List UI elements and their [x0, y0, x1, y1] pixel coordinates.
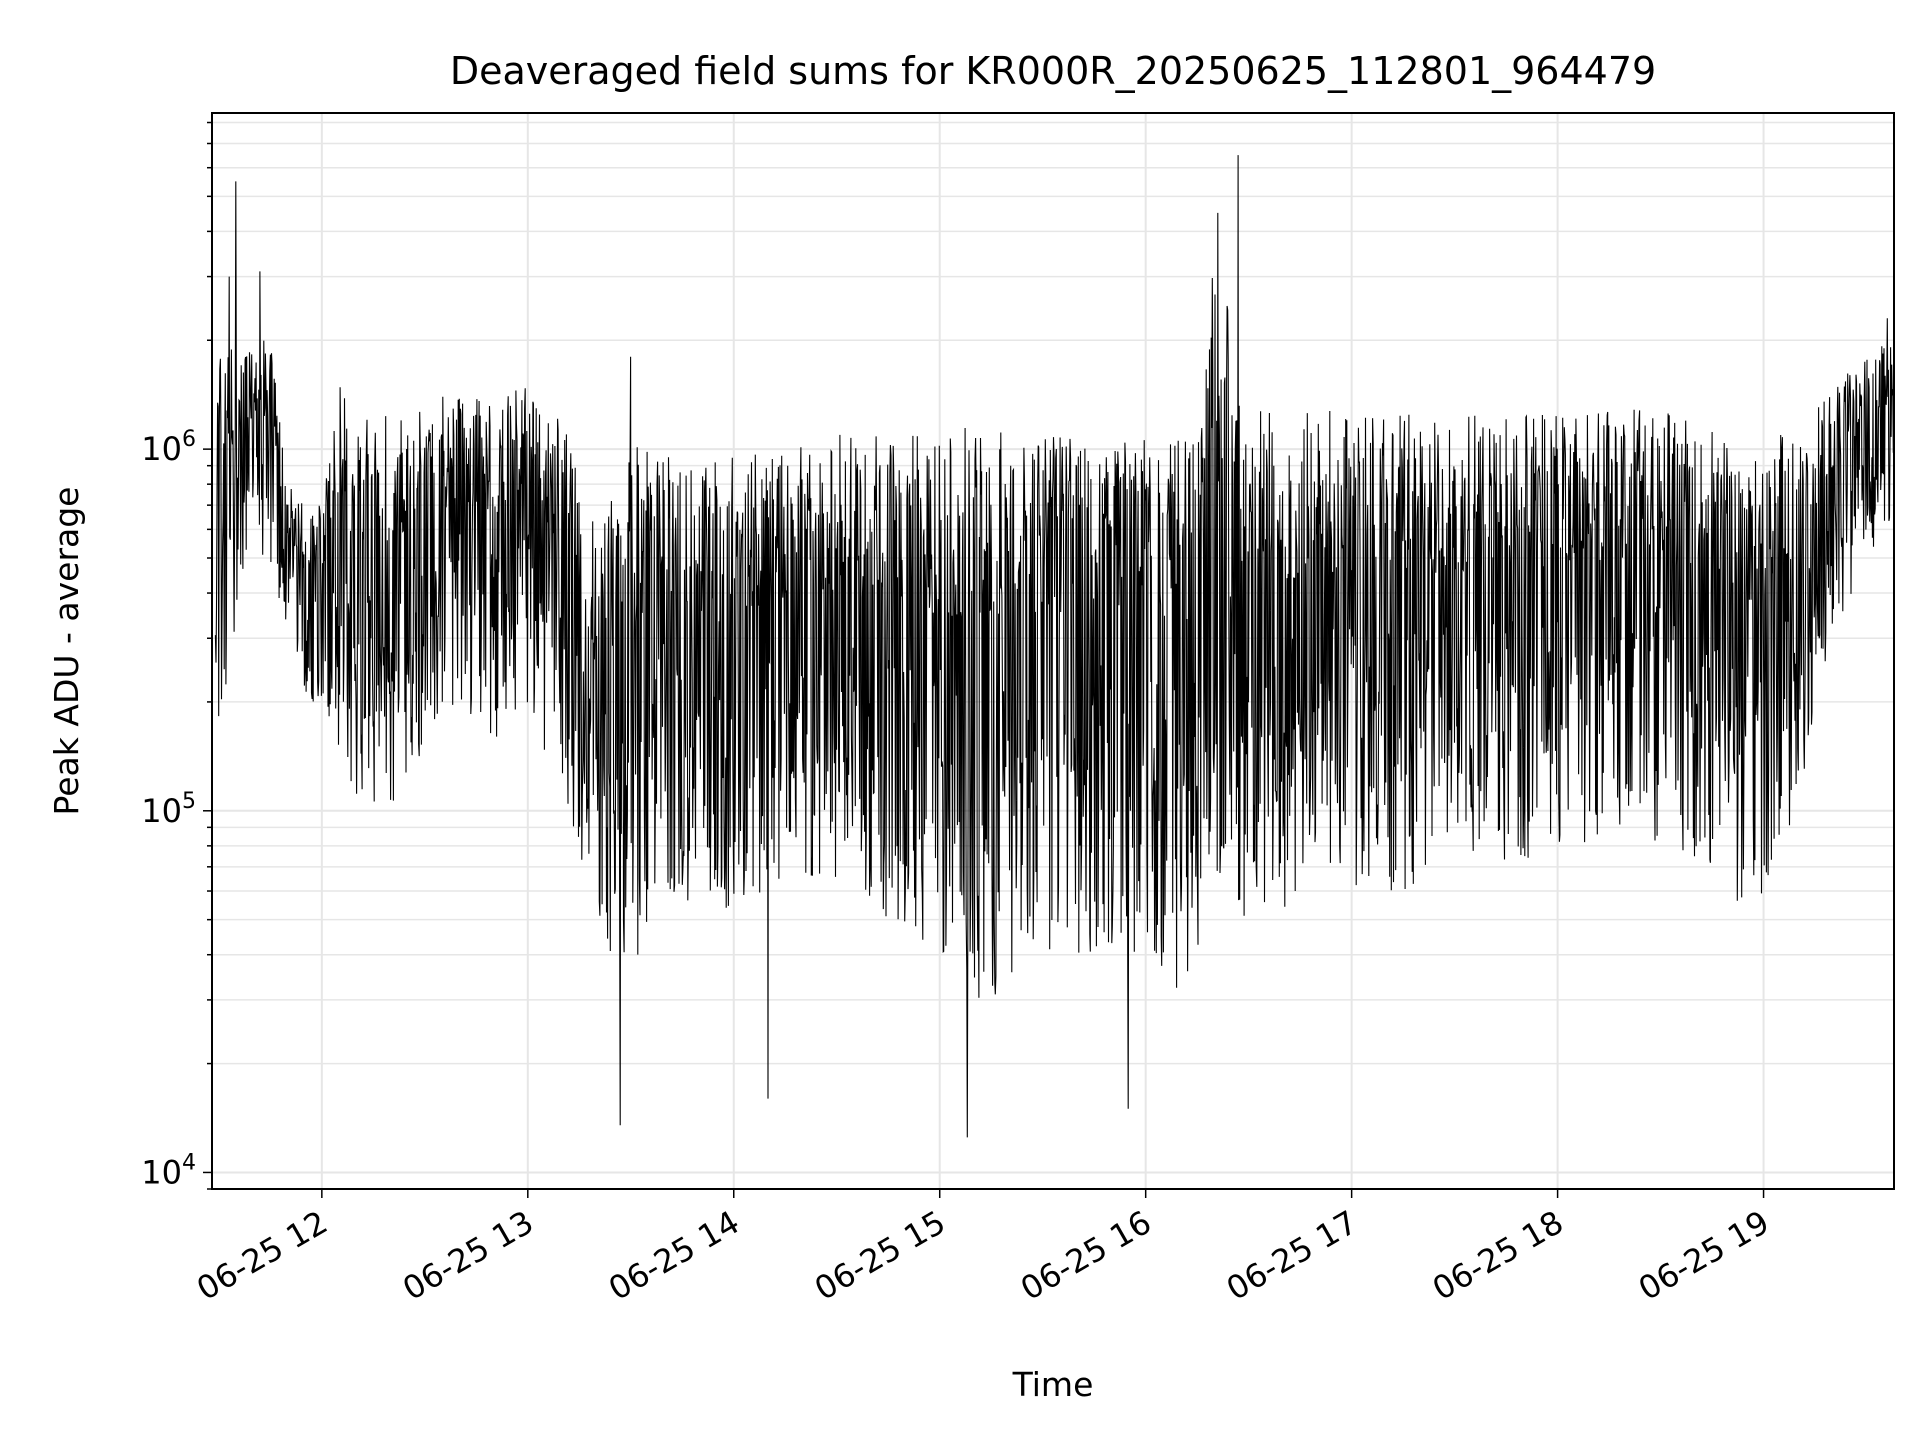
y-axis-label: Peak ADU - average [47, 487, 86, 816]
plot-area-frame [211, 112, 1895, 1190]
y-tick-label: 106 [141, 427, 196, 468]
y-tick-label: 104 [141, 1150, 196, 1191]
x-axis-label: Time [1012, 1365, 1094, 1404]
y-tick-label: 105 [141, 789, 196, 830]
data-series [214, 155, 1895, 1138]
grid-lines [212, 113, 1894, 1190]
chart-title: Deaveraged field sums for KR000R_2025062… [450, 49, 1656, 93]
series-line [214, 155, 1895, 1138]
